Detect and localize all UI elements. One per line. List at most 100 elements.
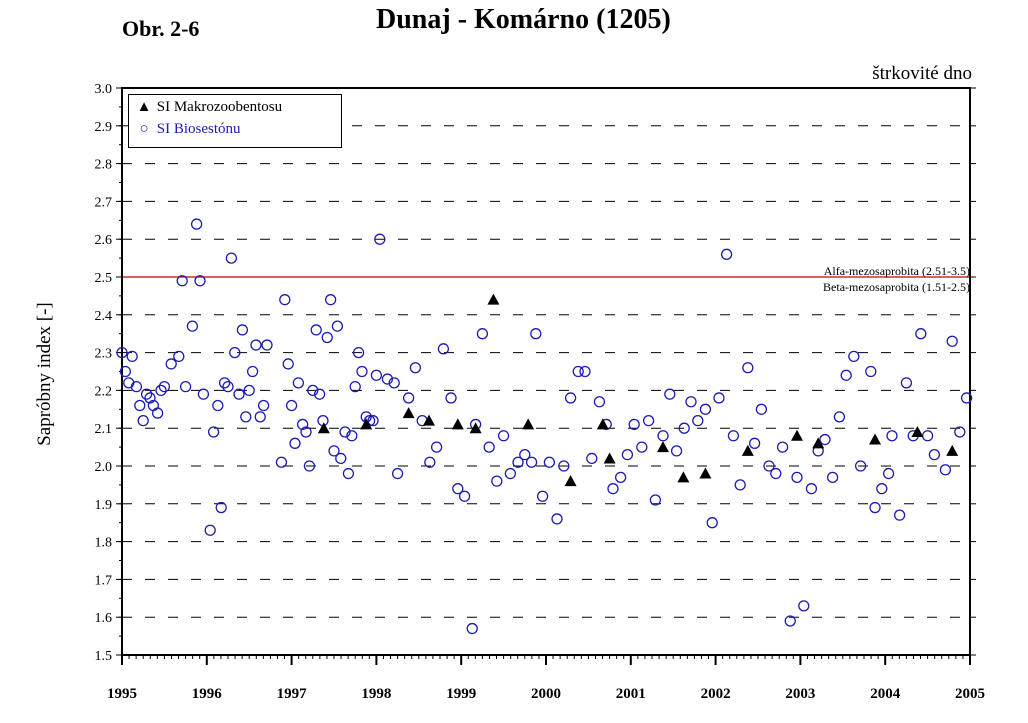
- point-makrozoobentos-12: [677, 471, 690, 483]
- point-biosesten-18: [190, 218, 203, 230]
- point-makrozoobentos-15: [791, 429, 804, 441]
- point-biosesten-122: [763, 460, 775, 472]
- point-biosesten-124: [776, 441, 789, 453]
- point-biosesten-21: [204, 524, 216, 536]
- point-biosesten-68: [388, 377, 400, 389]
- point-biosesten-78: [458, 490, 471, 502]
- point-makrozoobentos-3: [422, 414, 435, 426]
- y-tick-label-2.1: 2.1: [95, 422, 113, 437]
- point-biosesten-23: [212, 399, 224, 412]
- x-tick-label-2004: 2004: [870, 686, 901, 702]
- point-biosesten-89: [530, 328, 542, 340]
- point-biosesten-146: [928, 449, 941, 461]
- point-biosesten-140: [886, 430, 898, 442]
- x-tick-label-1996: 1996: [192, 686, 223, 702]
- point-biosesten-86: [512, 456, 524, 468]
- point-biosesten-67: [381, 373, 394, 385]
- point-biosesten-54: [331, 320, 344, 332]
- point-biosesten-70: [402, 392, 415, 404]
- point-biosesten-130: [819, 433, 831, 446]
- point-biosesten-114: [706, 517, 718, 529]
- point-biosesten-39: [279, 294, 291, 306]
- triangle-icon: ▲: [136, 99, 152, 115]
- point-biosesten-98: [593, 396, 606, 408]
- point-makrozoobentos-5: [469, 422, 482, 434]
- point-biosesten-119: [742, 362, 754, 374]
- point-biosesten-112: [692, 414, 704, 427]
- point-biosesten-33: [246, 365, 259, 378]
- y-tick-label-1.9: 1.9: [95, 498, 113, 513]
- point-biosesten-52: [324, 294, 337, 306]
- point-biosesten-115: [713, 392, 725, 404]
- point-biosesten-35: [254, 411, 266, 423]
- point-biosesten-61: [356, 365, 368, 378]
- point-biosesten-75: [437, 343, 450, 355]
- point-biosesten-132: [833, 411, 846, 423]
- point-biosesten-84: [497, 430, 510, 442]
- y-tick-label-2.0: 2.0: [95, 460, 113, 475]
- point-biosesten-48: [310, 324, 322, 336]
- y-tick-label-2.2: 2.2: [95, 384, 113, 399]
- point-biosesten-53: [328, 445, 340, 457]
- point-makrozoobentos-17: [869, 433, 882, 445]
- x-tick-label-1999: 1999: [446, 686, 476, 702]
- point-biosesten-128: [805, 483, 818, 495]
- point-biosesten-24: [215, 501, 227, 514]
- x-tick-label-1997: 1997: [277, 686, 308, 702]
- x-tick-label-2001: 2001: [616, 686, 646, 702]
- axes: 1.5 1.6 1.7 1.8 1.9 2.0 2.1 2.2 2.3 2.4 2.5 2.6 2.7 2…: [95, 82, 986, 702]
- point-biosesten-100: [607, 483, 619, 495]
- point-biosesten-20: [197, 388, 210, 400]
- point-biosesten-57: [342, 467, 355, 480]
- point-biosesten-123: [770, 467, 782, 480]
- chart-title: Dunaj - Komárno (1205): [376, 4, 671, 35]
- point-biosesten-147: [939, 464, 952, 476]
- point-biosesten-27: [225, 252, 238, 264]
- point-biosesten-46: [303, 460, 316, 472]
- point-biosesten-126: [791, 471, 803, 483]
- point-biosesten-44: [296, 418, 309, 431]
- point-biosesten-19: [194, 275, 206, 287]
- point-biosesten-58: [346, 430, 358, 442]
- point-makrozoobentos-10: [603, 452, 616, 464]
- threshold-label-upper: Alfa-mezosaprobita (2.51-3.5): [823, 264, 970, 278]
- y-tick-label-1.6: 1.6: [95, 611, 113, 626]
- point-biosesten-144: [915, 328, 927, 340]
- point-biosesten-87: [519, 449, 531, 461]
- y-tick-label-2.3: 2.3: [95, 347, 113, 362]
- point-biosesten-120: [748, 437, 761, 449]
- point-biosesten-60: [352, 346, 365, 359]
- point-biosesten-69: [391, 467, 404, 480]
- point-biosesten-149: [954, 426, 966, 438]
- point-biosesten-15: [176, 275, 188, 287]
- point-biosesten-47: [307, 384, 319, 397]
- point-biosesten-51: [321, 331, 333, 344]
- point-biosesten-34: [250, 339, 262, 351]
- y-tick-label-2.9: 2.9: [95, 120, 113, 135]
- point-biosesten-42: [289, 437, 301, 449]
- point-makrozoobentos-11: [657, 441, 670, 453]
- point-biosesten-41: [285, 399, 298, 412]
- point-biosesten-135: [854, 460, 867, 472]
- point-biosesten-111: [685, 396, 697, 408]
- point-makrozoobentos-16: [812, 437, 825, 449]
- point-makrozoobentos-18: [911, 425, 924, 437]
- point-biosesten-145: [921, 430, 934, 442]
- point-biosesten-150: [960, 392, 973, 404]
- point-biosesten-110: [678, 422, 690, 434]
- point-biosesten-31: [240, 411, 252, 423]
- point-biosesten-37: [261, 339, 273, 351]
- point-biosesten-64: [367, 414, 379, 427]
- point-biosesten-81: [476, 328, 489, 340]
- point-biosesten-85: [504, 467, 517, 480]
- point-biosesten-38: [275, 456, 288, 468]
- x-tick-label-1995: 1995: [107, 686, 137, 702]
- y-tick-label-1.5: 1.5: [95, 649, 113, 664]
- point-biosesten-4: [130, 380, 143, 393]
- point-biosesten-107: [657, 430, 669, 442]
- point-biosesten-22: [207, 426, 220, 438]
- point-biosesten-106: [649, 494, 662, 506]
- point-biosesten-94: [564, 392, 577, 404]
- point-makrozoobentos-13: [699, 467, 712, 479]
